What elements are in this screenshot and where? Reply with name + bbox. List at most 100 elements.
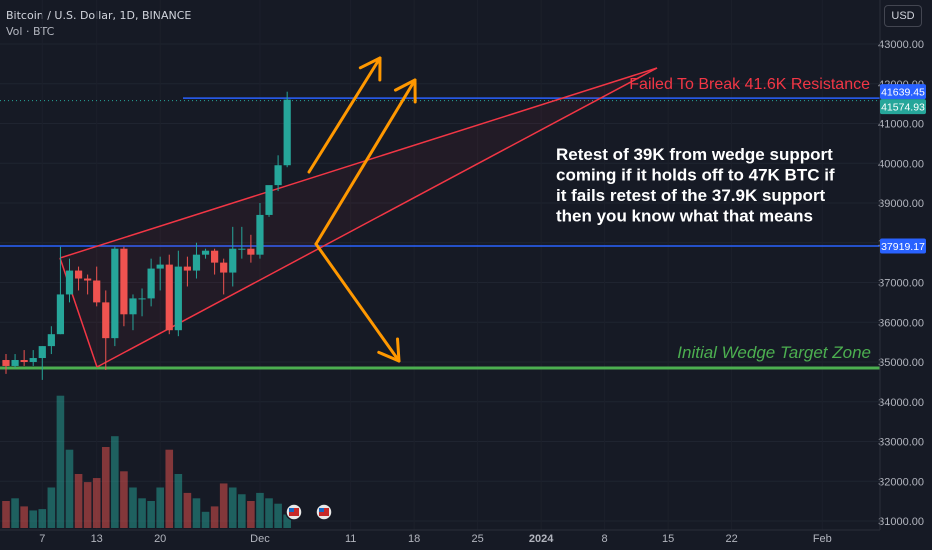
retest-annotation-line: it fails retest of the 37.9K support	[556, 186, 826, 205]
arrow-shaft	[314, 242, 401, 363]
candle-body	[238, 248, 246, 250]
candle-body	[93, 280, 101, 303]
volume-bar	[183, 492, 192, 528]
target-zone-annotation: Initial Wedge Target Zone	[677, 343, 871, 362]
volume-bar	[147, 501, 155, 528]
candle-body	[147, 268, 155, 299]
price-label-box	[880, 238, 926, 254]
retest-annotation-line: coming if it holds off to 47K BTC if	[556, 166, 835, 185]
x-tick-label: 2024	[529, 533, 554, 545]
candle-body	[283, 99, 291, 166]
volume-bar	[111, 436, 119, 528]
x-tick-label: 13	[91, 533, 103, 545]
x-tick-label: 11	[345, 533, 356, 545]
y-tick-label: 41000.00	[878, 119, 924, 131]
candle-body	[74, 270, 83, 279]
y-tick-label: 36000.00	[878, 317, 924, 329]
arrow-head	[377, 337, 401, 363]
x-tick-label: 18	[408, 533, 420, 545]
volume-bar	[65, 449, 74, 528]
volume-bar	[283, 514, 291, 528]
candle-body	[120, 248, 128, 315]
candle-body	[201, 250, 210, 255]
candle-body	[247, 248, 255, 255]
candle-body	[156, 264, 164, 269]
currency-button[interactable]: USD	[884, 5, 922, 27]
chart-title: Bitcoin / U.S. Dollar, 1D, BINANCE	[6, 9, 192, 22]
volume-bar	[74, 474, 83, 528]
horizontal-lines	[0, 97, 880, 370]
volume-bar	[156, 487, 164, 528]
candle-body	[56, 294, 65, 335]
volume-bar	[219, 483, 228, 528]
y-tick-label: 40000.00	[878, 158, 924, 170]
x-tick-label: Feb	[813, 533, 832, 545]
candle-body	[29, 358, 37, 362]
y-tick-label: 35000.00	[878, 357, 924, 369]
candle-body	[174, 266, 182, 331]
x-tick-label: 25	[472, 533, 484, 545]
volume-bar	[20, 506, 28, 528]
y-tick-label: 37000.00	[878, 278, 924, 290]
volume-bar	[120, 471, 128, 528]
arrow-shaft	[314, 78, 417, 246]
volume-bar	[274, 503, 282, 528]
volume-bar	[192, 498, 201, 528]
y-tick-label: 34000.00	[878, 397, 924, 409]
price-label-box	[880, 84, 926, 100]
y-tick-label: 33000.00	[878, 437, 924, 449]
y-tick-label: 32000.00	[878, 476, 924, 488]
candle-body	[2, 360, 10, 366]
candle-body	[183, 266, 191, 271]
candle-body	[84, 278, 92, 281]
y-tick-label: 39000.00	[878, 198, 924, 210]
candle-body	[138, 298, 146, 300]
wedge-fill	[60, 68, 657, 367]
chart-grid	[0, 43, 880, 522]
volume-bar	[201, 511, 210, 528]
volume-bar	[256, 492, 264, 528]
volume-bar	[56, 395, 65, 528]
arrow-head	[393, 78, 417, 104]
candle-body	[20, 360, 28, 362]
y-tick-label: 43000.00	[878, 39, 924, 51]
price-label: 37919.17	[881, 241, 925, 253]
resistance-annotation: Failed To Break 41.6K Resistance	[629, 76, 870, 93]
x-tick-label: 20	[154, 533, 166, 545]
volume-bar	[165, 449, 174, 528]
x-tick-label: Dec	[250, 533, 270, 545]
volume-bar	[47, 487, 56, 528]
volume-bar	[129, 487, 137, 528]
candle-body	[11, 360, 19, 366]
event-flag-canton	[289, 508, 294, 512]
volume-bar	[101, 447, 110, 528]
retest-annotation-line: Retest of 39K from wedge support	[556, 145, 833, 164]
candle-body	[102, 302, 110, 339]
candle-body	[65, 270, 74, 295]
y-tick-label: 31000.00	[878, 516, 924, 528]
volume-bar	[265, 498, 273, 528]
projection-arrows	[307, 56, 417, 363]
price-label: 41639.45	[881, 87, 925, 99]
wedge-lower-line	[96, 67, 658, 368]
candle-body	[265, 185, 273, 215]
price-label-box	[880, 99, 926, 115]
x-tick-label: 22	[725, 533, 737, 545]
event-flag-canton	[319, 508, 324, 512]
candle-body	[38, 346, 46, 359]
candle-body	[256, 214, 264, 255]
candle-body	[111, 248, 119, 339]
candle-body	[274, 165, 282, 186]
candle-body	[229, 248, 237, 273]
volume-bar	[247, 501, 255, 528]
arrow-head	[358, 56, 382, 82]
volume-bar	[11, 498, 19, 528]
event-markers	[285, 503, 333, 521]
volume-bar	[2, 501, 10, 528]
candle-body	[220, 262, 228, 273]
volume-bar	[138, 498, 146, 528]
x-tick-label: 7	[39, 533, 45, 545]
volume-bar	[174, 474, 183, 528]
